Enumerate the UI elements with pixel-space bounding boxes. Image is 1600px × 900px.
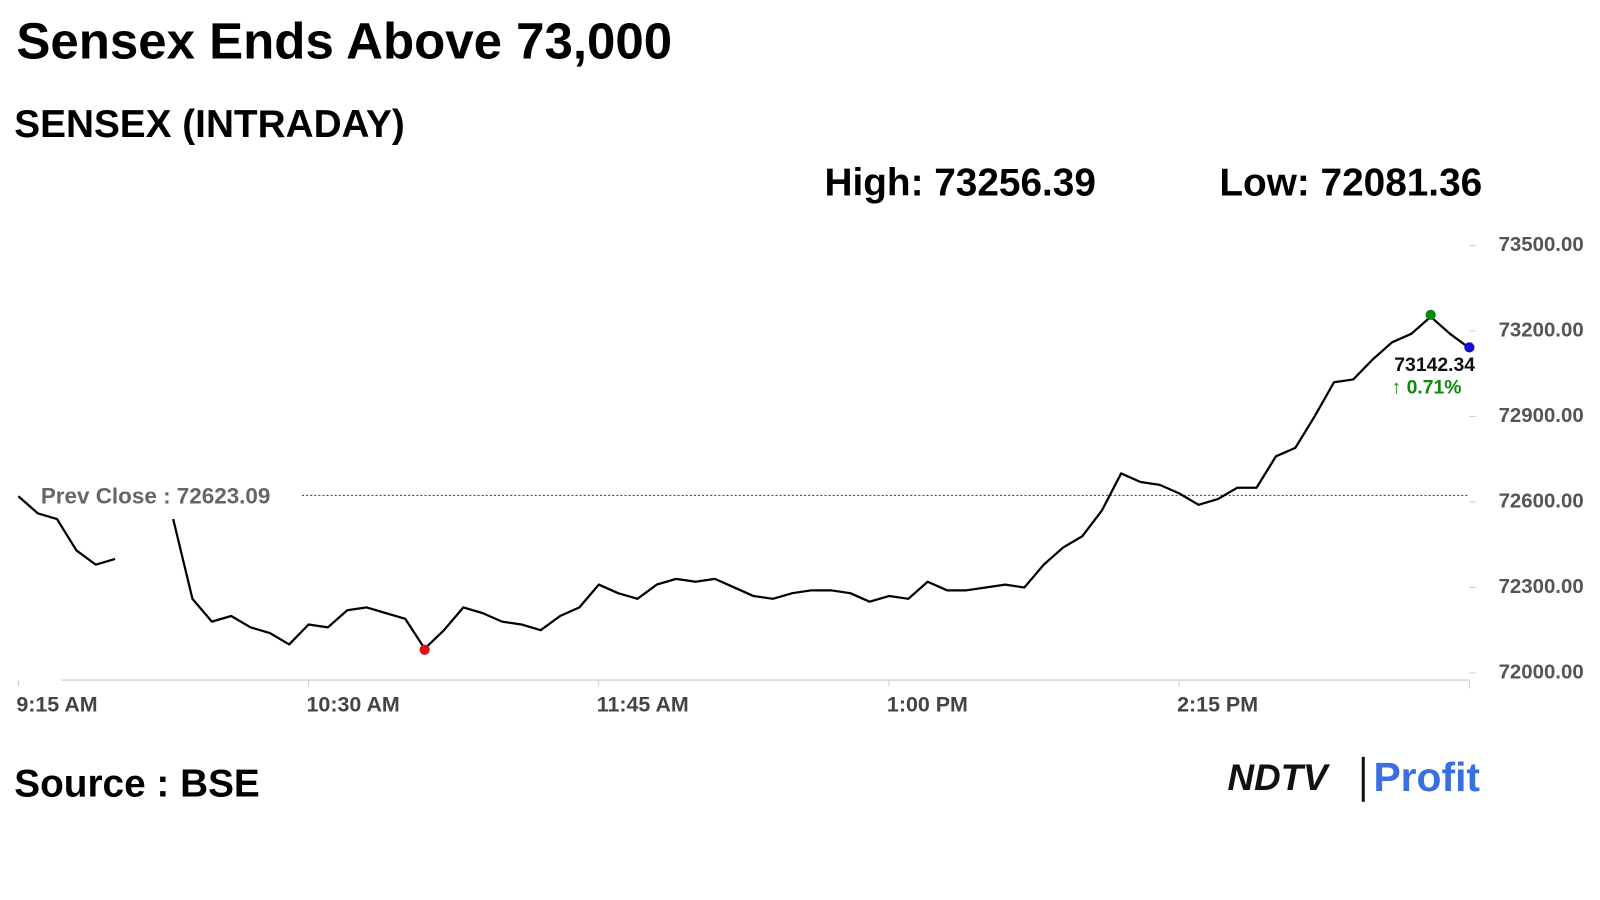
change-label: ↑ 0.71% [1392, 376, 1462, 398]
low-label: Low: 72081.36 [1219, 161, 1482, 204]
high-marker [1425, 309, 1436, 320]
price-line [17, 315, 1471, 650]
y-tick-label: 73500.00 [1499, 234, 1584, 256]
logo-profit: Profit [1373, 754, 1480, 800]
y-tick-label: 72900.00 [1499, 405, 1584, 427]
x-tick-label: 10:30 AM [307, 692, 400, 716]
source: Source : BSE [14, 763, 260, 806]
high-label: High: 73256.39 [824, 161, 1095, 204]
y-tick-label: 72000.00 [1499, 661, 1584, 683]
low-marker [419, 644, 430, 655]
last-label: 73142.34 [1394, 354, 1475, 376]
x-tick-label: 2:15 PM [1177, 692, 1258, 716]
x-tick-label: 11:45 AM [597, 692, 689, 716]
y-tick-label: 72300.00 [1499, 576, 1584, 598]
logo-ndtv: NDTV [1228, 757, 1331, 798]
x-tick-label: 9:15 AM [16, 692, 97, 716]
last-marker [1464, 342, 1475, 353]
chart-subtitle: SENSEX (INTRADAY) [14, 103, 404, 146]
x-tick-label: 1:00 PM [887, 692, 968, 716]
y-tick-label: 73200.00 [1499, 319, 1584, 341]
chart-title: Sensex Ends Above 73,000 [16, 12, 672, 69]
y-tick-label: 72600.00 [1499, 490, 1584, 512]
prev-close-label: Prev Close : 72623.09 [41, 483, 271, 508]
